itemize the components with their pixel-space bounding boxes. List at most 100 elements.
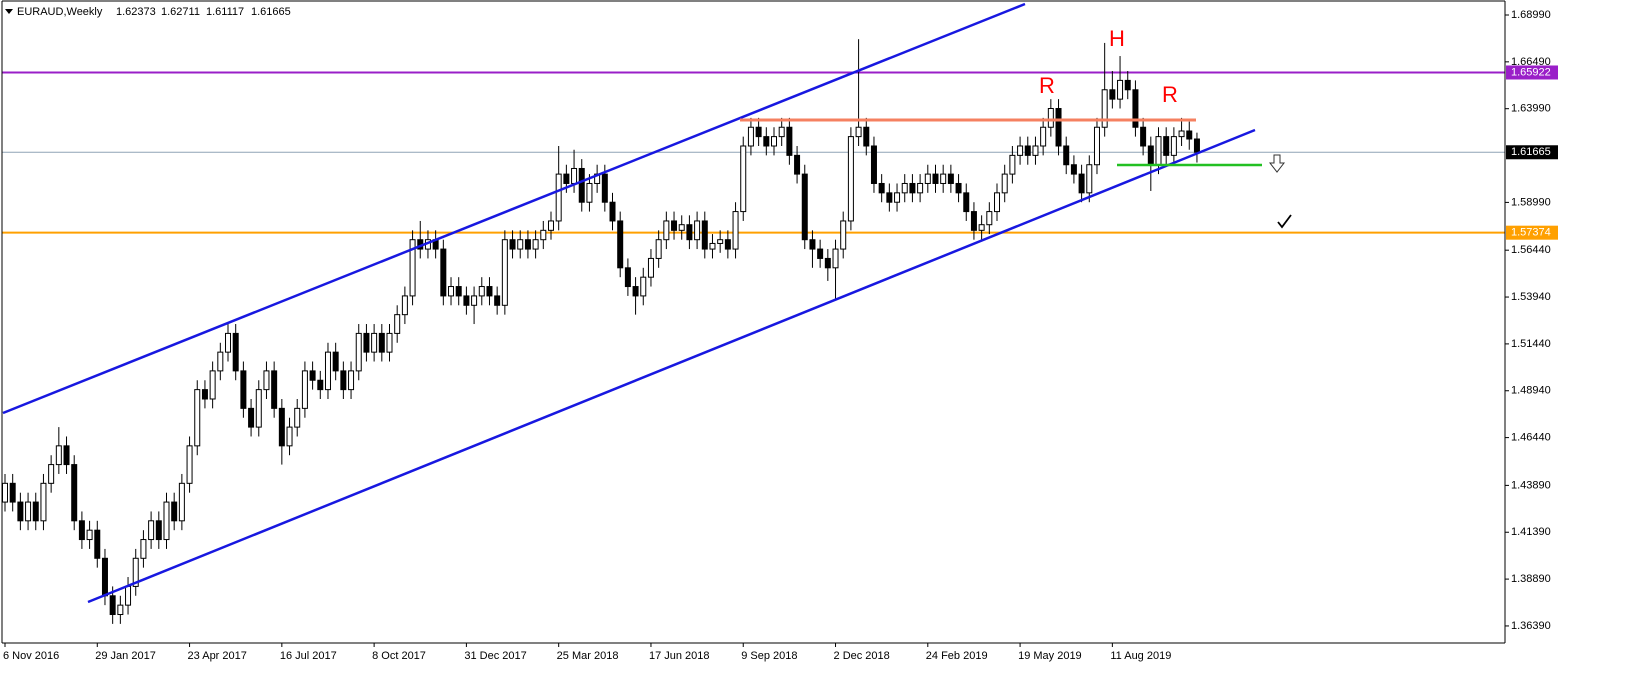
current-price-line-label-box	[1506, 145, 1558, 160]
candle-body	[686, 224, 693, 241]
candle-body	[132, 557, 139, 587]
candle-body	[724, 239, 731, 250]
candle-body	[209, 370, 216, 400]
candle-body	[94, 529, 101, 559]
candle-body	[678, 224, 685, 231]
candle-body	[117, 604, 124, 616]
candle-body	[63, 445, 70, 466]
candle-body	[824, 257, 831, 269]
plot-area	[2, 39, 1505, 624]
x-tick-label: 25 Mar 2018	[557, 650, 619, 662]
candle-body	[601, 173, 608, 203]
candle-body	[870, 145, 877, 184]
candle-body	[917, 182, 924, 194]
y-tick-label: 1.36390	[1511, 620, 1551, 632]
candle-body	[355, 332, 362, 372]
candle-body	[1163, 136, 1170, 156]
candle-body	[1132, 89, 1139, 128]
candle-body	[978, 224, 985, 231]
candle-body	[986, 211, 993, 226]
candle-body	[832, 248, 839, 269]
candle-body	[955, 182, 962, 194]
candle-body	[609, 201, 616, 222]
candle-body	[517, 239, 524, 250]
candle-body	[1186, 130, 1193, 140]
candle-body	[1170, 136, 1177, 156]
candle-body	[909, 182, 916, 194]
candle-body	[924, 173, 931, 184]
candle-body	[755, 126, 762, 138]
candle-body	[32, 501, 39, 522]
annotation: R	[1039, 73, 1055, 98]
header-open: 1.62373	[116, 6, 156, 18]
x-tick-label: 9 Sep 2018	[741, 650, 797, 662]
candle-body	[1009, 154, 1016, 175]
candle-body	[263, 370, 270, 391]
candle-body	[855, 126, 862, 138]
candle-body	[9, 482, 16, 503]
candle-body	[701, 220, 708, 250]
candle-body	[847, 136, 854, 222]
candle-body	[1147, 145, 1154, 166]
candle-body	[1155, 136, 1162, 166]
candle-body	[1040, 126, 1047, 147]
candle-body	[901, 182, 908, 194]
x-tick-label: 11 Aug 2019	[1110, 650, 1171, 662]
checkmark	[1277, 214, 1292, 229]
current-price-line-label: 1.61665	[1511, 146, 1551, 158]
candle-body	[217, 351, 224, 372]
candle-body	[1193, 138, 1200, 153]
candle-body	[40, 482, 47, 522]
x-tick-label: 6 Nov 2016	[3, 650, 59, 662]
menu-triangle	[5, 9, 13, 14]
candle-body	[786, 126, 793, 156]
x-tick-label: 8 Oct 2017	[372, 650, 426, 662]
candle-body	[555, 173, 562, 222]
x-tick-label: 17 Jun 2018	[649, 650, 710, 662]
header-high: 1.62711	[161, 6, 200, 18]
header-low: 1.61117	[206, 6, 244, 18]
candle-body	[332, 351, 339, 372]
candle-body	[478, 286, 485, 297]
level-line-label-box	[1506, 225, 1558, 240]
candle-body	[1117, 79, 1124, 100]
candle-body	[1109, 89, 1116, 100]
candle-body	[878, 182, 885, 194]
candle-body	[509, 239, 516, 250]
level-line-label: 1.65922	[1511, 66, 1551, 78]
candle-body	[771, 136, 777, 147]
candle-body	[809, 239, 816, 250]
candle-body	[455, 286, 462, 297]
candle-body	[863, 126, 870, 147]
candle-body	[709, 242, 716, 250]
candle-body	[1017, 145, 1024, 156]
candle-body	[171, 501, 178, 522]
candle-body	[317, 379, 324, 391]
x-tick-label: 31 Dec 2017	[464, 650, 526, 662]
candle-body	[547, 220, 554, 231]
candle-body	[663, 220, 670, 241]
candle-body	[271, 370, 278, 409]
y-tick-label: 1.46440	[1511, 432, 1551, 444]
chart-title: EURAUD,Weekly	[17, 6, 103, 18]
candle-body	[1178, 130, 1185, 138]
candle-body	[194, 389, 201, 447]
level-line-label-box	[1506, 65, 1558, 80]
candle-body	[1140, 126, 1147, 147]
candle-body	[394, 314, 401, 334]
candle-body	[48, 464, 55, 484]
candle-body	[371, 332, 378, 353]
x-tick-label: 2 Dec 2018	[834, 650, 890, 662]
candle-body	[86, 529, 93, 541]
candle-body	[463, 295, 470, 306]
candle-body	[71, 464, 78, 522]
candle-body	[1055, 108, 1062, 147]
y-tick-label: 1.68990	[1511, 9, 1551, 21]
candle-body	[1063, 145, 1070, 166]
candle-body	[1024, 145, 1031, 156]
candle-body	[240, 370, 247, 409]
candle-body	[1047, 108, 1054, 128]
candle-body	[125, 585, 132, 606]
candle-body	[540, 229, 547, 241]
